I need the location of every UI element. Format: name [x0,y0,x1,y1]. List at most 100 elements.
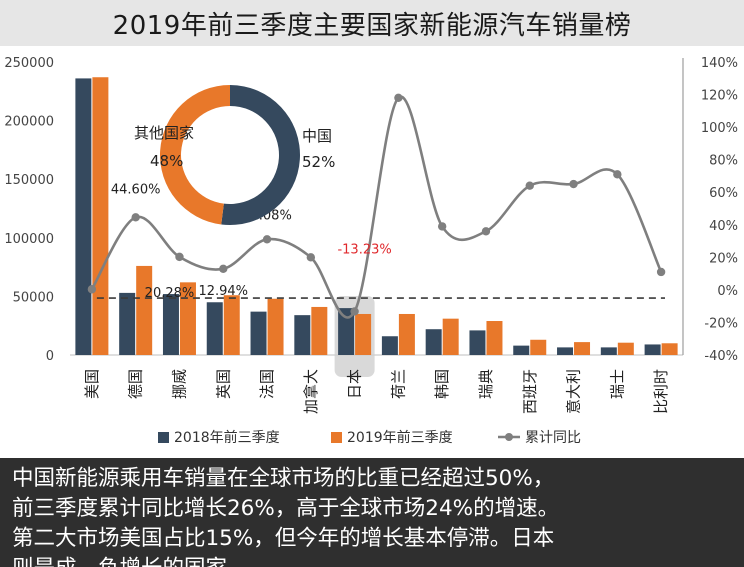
x-tick-label: 瑞典 [477,369,495,399]
right-tick-label: 20% [709,251,738,266]
bar-2019 [486,321,503,355]
yoy-point-label: 12.94% [198,284,248,299]
right-tick-label: 100% [701,121,738,136]
left-tick-label: 0 [46,349,54,364]
yoy-point [262,235,272,244]
x-tick-label: 比利时 [652,369,670,414]
right-tick-label: -20% [704,316,738,331]
market-share-donut: 中国 52% 其他国家 48% [134,85,335,226]
caption-text: 中国新能源乘用车销量在全球市场的比重已经超过50%， 前三季度累计同比增长26%… [12,466,560,567]
bar-2018 [119,292,136,355]
yoy-point [569,179,578,189]
bar-2019 [267,298,284,355]
right-tick-label: 0% [717,284,738,299]
yoy-point [437,222,447,231]
bar-2018 [250,311,267,355]
right-axis-ticks: -40% -20% 0% 20% 40% 60% 80% 100% 120% 140% [701,56,738,364]
legend: 2018年前三季度 2019年前三季度 累计同比 [158,429,581,446]
bar-2018 [381,336,398,355]
x-axis-labels: 美国 德国 挪威 英国 法国 加拿大 日本 荷兰 韩国 瑞典 西班牙 意大利 瑞士 比利时 [83,369,670,414]
x-tick-label: 日本 [346,369,364,399]
pie-label: 其他国家 [134,124,194,142]
yoy-point [613,170,622,179]
yoy-point [87,285,97,294]
x-tick-label: 加拿大 [302,369,320,414]
bar-2018 [338,308,355,355]
sales-chart: 0 50000 100000 150000 200000 250000 -40% -20% 0… [4,56,738,446]
legend-swatch-2018 [158,432,169,443]
left-tick-label: 100000 [4,232,54,247]
left-tick-label: 50000 [13,290,54,305]
bar-2019 [442,318,459,355]
pie-slice [160,85,230,225]
bar-2019 [617,342,634,355]
x-tick-label: 挪威 [170,369,188,399]
bar-2018 [75,78,92,355]
bar-2018 [557,347,574,355]
right-tick-label: 140% [701,56,738,71]
bar-2018 [469,330,486,355]
yoy-point-label: 44.60% [111,182,161,197]
legend-marker-yoy [505,433,513,441]
pie-value: 48% [150,152,183,170]
bar-2018 [206,302,223,355]
yoy-line-path [90,95,663,319]
x-tick-label: 德国 [127,369,145,399]
right-tick-label: -40% [704,349,738,364]
bar-2019 [223,295,240,355]
bar-2019 [311,306,328,355]
yoy-point [525,181,534,190]
yoy-point-label: -13.23% [337,242,391,257]
bar-2018 [644,344,661,355]
x-tick-label: 瑞士 [608,369,626,399]
legend-label-2018: 2018年前三季度 [174,429,280,446]
left-axis-ticks: 0 50000 100000 150000 200000 250000 [4,56,54,364]
yoy-point [394,93,403,103]
yoy-point-label: 20.28% [145,286,195,301]
yoy-point [306,253,316,262]
x-tick-label: 法国 [258,369,276,399]
chart-title: 2019年前三季度主要国家新能源汽车销量榜 [112,10,632,41]
right-tick-label: 80% [709,154,738,169]
legend-swatch-2019 [331,432,342,443]
pie-label: 中国 [302,127,332,145]
left-tick-label: 250000 [4,56,54,71]
yoy-point [219,264,228,274]
x-tick-label: 西班牙 [521,369,539,414]
title-bar: 2019年前三季度主要国家新能源汽车销量榜 [0,0,744,46]
legend-label-yoy: 累计同比 [525,430,581,446]
yoy-point [481,227,491,236]
bar-2019 [136,265,153,355]
bar-2018 [600,347,617,355]
pie-slice [221,85,301,226]
caption-box: 中国新能源乘用车销量在全球市场的比重已经超过50%， 前三季度累计同比增长26%… [0,458,744,567]
yoy-point [656,267,666,277]
x-tick-label: 美国 [83,369,101,399]
right-tick-label: 40% [709,219,738,234]
yoy-point [350,307,359,316]
x-tick-label: 意大利 [565,369,583,414]
yoy-point [131,213,140,222]
bar-2018 [513,345,530,355]
bar-2018 [162,294,179,355]
x-tick-label: 荷兰 [389,369,407,399]
bar-2019 [530,339,547,355]
bar-2019 [574,342,591,355]
x-tick-label: 韩国 [433,369,451,399]
bar-2019 [179,282,196,355]
bar-2018 [425,329,442,355]
right-tick-label: 60% [709,186,738,201]
yoy-point [175,252,184,262]
yoy-line [87,93,666,319]
right-tick-label: 120% [701,89,738,104]
bar-2019 [661,343,678,355]
pie-value: 52% [302,153,335,171]
left-tick-label: 200000 [4,115,54,130]
x-tick-label: 英国 [214,369,232,399]
bar-2018 [294,315,311,355]
left-tick-label: 150000 [4,173,54,188]
bar-2019 [398,313,415,355]
bar-2019 [355,313,372,355]
bars [75,77,678,356]
legend-label-2019: 2019年前三季度 [347,429,453,446]
